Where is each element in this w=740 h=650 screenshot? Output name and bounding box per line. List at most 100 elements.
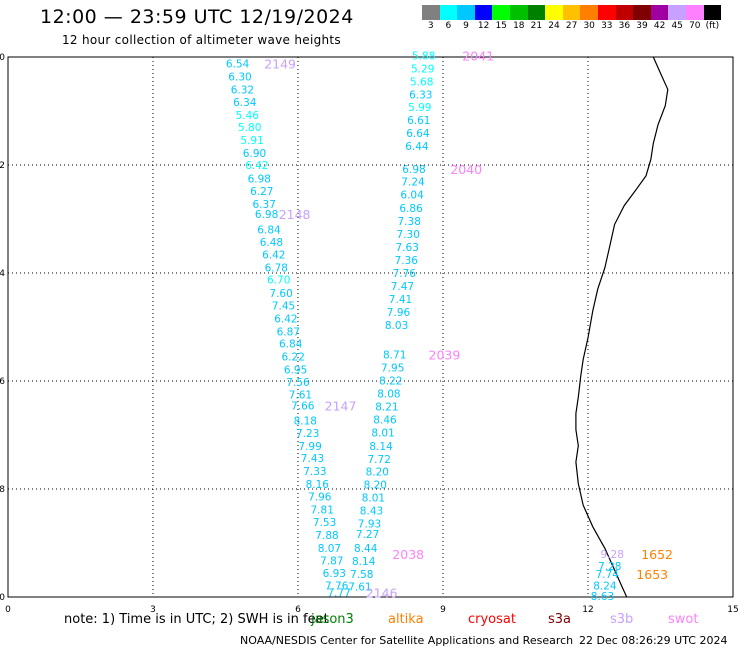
wave-height-value: 6.98: [255, 209, 278, 221]
colorbar-swatch: [474, 5, 493, 20]
wave-height-value: 6.48: [260, 237, 283, 249]
colorbar-label: 3: [427, 21, 434, 31]
wave-height-values: 6.546.306.326.345.465.805.916.906.426.98…: [226, 50, 624, 603]
colorbar-swatch: [597, 5, 616, 20]
wave-height-value: 6.37: [253, 199, 276, 211]
colorbar-label: 70: [689, 21, 701, 31]
colorbar-swatch: [509, 5, 528, 20]
colorbar-label: 15: [495, 21, 507, 31]
wave-height-value: 6.95: [284, 365, 307, 377]
wave-height-value: 7.30: [397, 229, 420, 241]
wave-height-value: 6.84: [257, 224, 281, 236]
wave-height-value: 8.22: [379, 376, 402, 388]
wave-height-value: 6.32: [231, 84, 254, 96]
y-tick-label: -20: [0, 593, 5, 603]
orbit-label: 2040: [450, 162, 482, 177]
footer-timestamp: 22 Dec 08:26:29 UTC 2024: [579, 634, 728, 647]
colorbar-label: 30: [583, 21, 595, 31]
colorbar-swatch: [703, 5, 722, 20]
legend-sat-altika: altika: [388, 612, 424, 627]
wave-height-value: 6.42: [262, 250, 285, 262]
colorbar-label: 42: [653, 21, 666, 31]
wave-height-value: 7.95: [381, 363, 404, 375]
wave-height-value: 5.68: [410, 76, 433, 88]
orbit-label: 1652: [641, 547, 673, 562]
map-grid: [8, 57, 733, 597]
y-tick-label: -18: [0, 485, 5, 495]
wave-height-value: 6.93: [323, 568, 346, 580]
wave-height-value: 8.46: [373, 414, 397, 426]
legend-note: note: 1) Time is in UTC; 2) SWH is in fe…: [64, 612, 329, 627]
colorbar-label: 24: [548, 21, 560, 31]
wave-height-value: 7.53: [313, 517, 336, 529]
orbit-label: 2149: [264, 57, 296, 72]
wave-height-value: 6.61: [407, 115, 430, 127]
wave-height-value: 7.77: [327, 588, 350, 600]
colorbar-swatch: [580, 5, 598, 20]
wave-height-value: 8.63: [591, 591, 614, 603]
y-tick-label: -12: [0, 161, 5, 171]
wave-height-value: 7.24: [401, 177, 425, 189]
wave-height-value: 7.96: [387, 307, 411, 319]
wave-height-value: 8.21: [375, 401, 398, 413]
wave-height-value: 7.87: [320, 555, 343, 567]
wave-height-value: 7.58: [350, 569, 373, 581]
wave-height-value: 7.76: [393, 268, 417, 280]
wave-height-value: 8.16: [306, 479, 330, 491]
wave-height-value: 7.43: [301, 453, 324, 465]
footer-credit: NOAA/NESDIS Center for Satellite Applica…: [240, 634, 574, 647]
orbit-label: 2038: [392, 547, 424, 562]
wave-height-value: 8.03: [385, 320, 408, 332]
colorbar-label: 36: [618, 21, 631, 31]
colorbar-swatch: [615, 5, 634, 20]
colorbar-label: 45: [671, 21, 683, 31]
wave-height-value: 8.43: [360, 506, 383, 518]
x-tick-label: 12: [582, 605, 593, 615]
wave-height-value: 6.34: [233, 97, 257, 109]
x-tick-label: 6: [295, 605, 301, 615]
page-title: 12:00 — 23:59 UTC 12/19/2024: [40, 6, 354, 28]
colorbar-swatch: [562, 5, 581, 20]
colorbar-swatch: [685, 5, 704, 20]
colorbar-swatch: [457, 5, 475, 20]
coastline: [575, 56, 669, 598]
colorbar-label: 18: [513, 21, 525, 31]
y-tick-label: -16: [0, 377, 5, 387]
wave-height-value: 8.24: [593, 581, 617, 593]
colorbar-label: 39: [636, 21, 648, 31]
wave-height-value: 7.61: [348, 582, 371, 594]
wave-height-value: 6.87: [277, 326, 300, 338]
wave-height-value: 6.90: [243, 148, 266, 160]
map-frame: [7, 56, 734, 598]
colorbar-swatch: [633, 5, 651, 20]
wave-height-value: 6.78: [265, 263, 288, 275]
colorbar-swatch: [545, 5, 563, 20]
colorbar-label: 6: [445, 21, 452, 31]
wave-height-value: 8.14: [369, 441, 393, 453]
wave-height-value: 6.22: [282, 352, 305, 364]
wave-height-value: 8.08: [377, 388, 400, 400]
wave-height-value: 8.20: [366, 467, 389, 479]
wave-height-value: 7.33: [303, 466, 326, 478]
x-tick-label: 9: [440, 605, 446, 615]
colorbar-label: 9: [463, 21, 469, 31]
wave-height-value: 7.45: [272, 300, 295, 312]
wave-height-value: 6.64: [406, 128, 430, 140]
page-subtitle: 12 hour collection of altimeter wave hei…: [62, 33, 341, 47]
wave-height-value: 6.98: [402, 164, 425, 176]
wave-height-value: 6.84: [279, 339, 303, 351]
wave-height-value: 8.71: [383, 350, 406, 362]
wave-height-value: 8.07: [318, 543, 341, 555]
y-tick-label: -14: [0, 269, 5, 279]
legend: note: 1) Time is in UTC; 2) SWH is in fe…: [0, 612, 740, 630]
wave-height-value: 6.04: [400, 190, 424, 202]
colorbar-label: 12: [477, 21, 490, 31]
wave-height-value: 7.36: [395, 255, 419, 267]
wave-height-value: 6.30: [228, 71, 251, 83]
orbit-label: 2146: [366, 586, 398, 601]
orbit-label: 2147: [325, 398, 357, 413]
orbit-label: 2039: [429, 348, 461, 363]
legend-sat-s3b: s3b: [610, 612, 634, 627]
colorbar-swatch: [527, 5, 546, 20]
